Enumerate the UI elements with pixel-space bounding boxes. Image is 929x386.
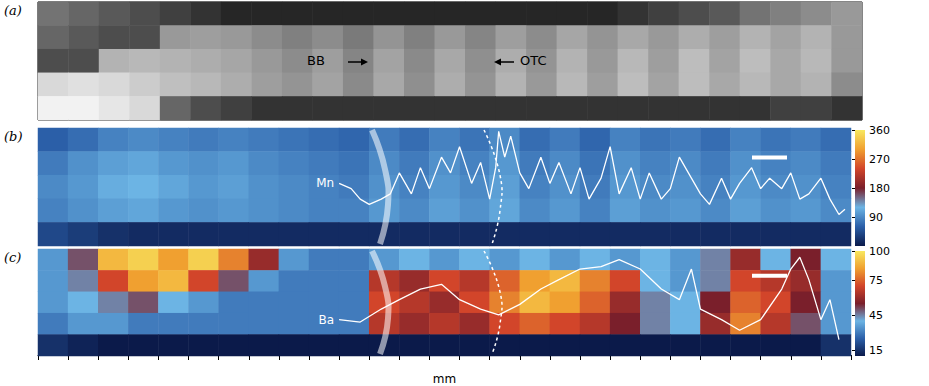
svg-text:360: 360 [869,124,890,137]
svg-text:45: 45 [869,309,883,322]
svg-text:180: 180 [869,182,890,195]
svg-text:15: 15 [869,344,883,357]
svg-text:90: 90 [869,211,883,224]
svg-text:Ba: Ba [319,313,335,327]
svg-text:100: 100 [869,245,890,258]
svg-text:(b): (b) [4,129,22,144]
svg-text:270: 270 [869,153,890,166]
svg-text:BB: BB [307,53,325,68]
svg-text:(c): (c) [4,250,21,265]
svg-text:Mn: Mn [316,176,334,190]
svg-text:75: 75 [869,274,883,287]
svg-text:(a): (a) [4,3,22,18]
svg-text:mm: mm [433,372,456,386]
svg-text:OTC: OTC [520,53,547,68]
